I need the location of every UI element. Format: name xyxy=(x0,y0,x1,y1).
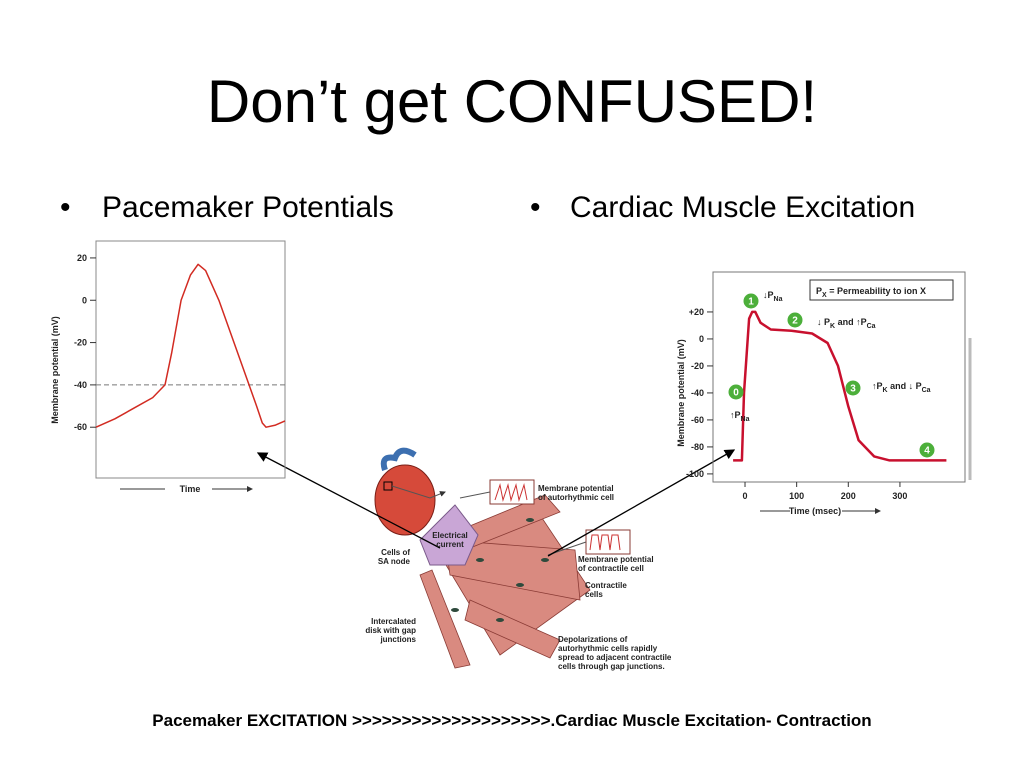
x-axis-label: Time xyxy=(180,484,201,494)
legend: PX = Permeability to ion X xyxy=(816,286,926,299)
trace xyxy=(95,263,286,428)
sub: Na xyxy=(741,416,750,423)
step-label: ↑PNa xyxy=(730,410,750,423)
y-tick-label: 0 xyxy=(82,295,87,305)
diagram-label: Membrane potential xyxy=(538,484,614,493)
step-marker xyxy=(787,312,803,328)
step-label: ↓ PK and ↑PCa xyxy=(817,317,876,330)
diagram xyxy=(374,447,631,669)
step-marker xyxy=(728,384,744,400)
y-tick-label: -20 xyxy=(74,338,87,348)
diagram-label: cells xyxy=(585,590,603,599)
bullet-dot: • xyxy=(530,191,541,224)
sub: Ca xyxy=(867,323,876,330)
step-number: 2 xyxy=(792,316,798,327)
step-number: 4 xyxy=(924,446,930,457)
step-label: ↑PK and ↓ PCa xyxy=(872,381,931,394)
bullet: Pacemaker Potentials xyxy=(102,191,394,224)
y-tick-label: -60 xyxy=(691,415,704,425)
diagram-label: Electrical xyxy=(432,531,468,540)
diagram-label: Contractile xyxy=(585,581,627,590)
y-tick-label: -40 xyxy=(74,380,87,390)
inset-trace xyxy=(589,534,621,551)
step-label: ↓PNa xyxy=(763,290,783,303)
arrow xyxy=(256,452,441,549)
diagram-label: Cells of xyxy=(381,548,410,557)
y-axis-label: Membrane potential (mV) xyxy=(50,316,60,424)
step-number: 3 xyxy=(850,384,856,395)
diagram-label: of autorhythmic cell xyxy=(538,493,614,502)
text: = Permeability to ion X xyxy=(827,286,926,296)
sub: K xyxy=(830,323,835,330)
sub: Ca xyxy=(922,387,931,394)
step-marker xyxy=(743,293,759,309)
pointer xyxy=(459,491,491,499)
diagram-label: SA node xyxy=(378,557,411,566)
sa-node xyxy=(419,504,479,566)
x-tick-label: 200 xyxy=(841,491,856,501)
diagram-label: Intercalated xyxy=(371,617,416,626)
text: ↓P xyxy=(763,290,774,300)
bullet-dot: • xyxy=(60,191,71,224)
pointer xyxy=(391,485,446,499)
footer: Pacemaker EXCITATION >>>>>>>>>>>>>>>>>>>… xyxy=(152,711,871,730)
y-tick-label: -20 xyxy=(691,361,704,371)
y-tick-label: 0 xyxy=(699,334,704,344)
x-tick-label: 0 xyxy=(743,491,748,501)
x-axis-label: Time (msec) xyxy=(789,506,841,516)
y-axis-label: Membrane potential (mV) xyxy=(676,339,686,447)
y-tick-label: +20 xyxy=(689,307,704,317)
trace xyxy=(733,310,947,462)
diagram-label: Depolarizations of xyxy=(558,635,628,644)
text: and ↓ P xyxy=(888,381,922,391)
y-tick-label: -100 xyxy=(686,469,704,479)
inset-trace xyxy=(494,483,528,502)
sub: X xyxy=(822,292,827,299)
step-number: 0 xyxy=(733,388,739,399)
y-tick-label: -40 xyxy=(691,388,704,398)
slide-title: Don’t get CONFUSED! xyxy=(207,68,817,135)
diagram-label: cells through gap junctions. xyxy=(558,662,665,671)
y-tick-label: -60 xyxy=(74,422,87,432)
y-tick-label: -80 xyxy=(691,442,704,452)
arrow xyxy=(547,449,736,557)
diagram-label: Membrane potential xyxy=(578,555,654,564)
text: ↑P xyxy=(872,381,883,391)
step-marker xyxy=(919,442,935,458)
heart xyxy=(374,447,436,536)
diagram-label: disk with gap xyxy=(365,626,416,635)
nuclei xyxy=(451,518,549,622)
x-tick-label: 100 xyxy=(789,491,804,501)
text: ↓ P xyxy=(817,317,830,327)
plot-frame xyxy=(95,240,286,479)
plot-frame xyxy=(712,271,966,483)
diagram-label: of contractile cell xyxy=(578,564,644,573)
step-number: 1 xyxy=(748,297,754,308)
x-tick-label: 300 xyxy=(892,491,907,501)
muscle-fibers xyxy=(419,494,591,669)
diagram-label: spread to adjacent contractile xyxy=(558,653,672,662)
text: ↑P xyxy=(730,410,741,420)
sub: K xyxy=(883,387,888,394)
sub: Na xyxy=(774,296,783,303)
y-tick-label: 20 xyxy=(77,253,87,263)
legend-box xyxy=(809,279,954,301)
diagram-label: current xyxy=(436,540,464,549)
text: and ↑P xyxy=(835,317,867,327)
diagram-label: junctions xyxy=(379,635,416,644)
diagram-label: autorhythmic cells rapidly xyxy=(558,644,658,653)
text: P xyxy=(816,286,822,296)
bullet: Cardiac Muscle Excitation xyxy=(570,191,915,224)
inset xyxy=(585,529,631,555)
inset xyxy=(489,479,535,505)
step-marker xyxy=(845,380,861,396)
